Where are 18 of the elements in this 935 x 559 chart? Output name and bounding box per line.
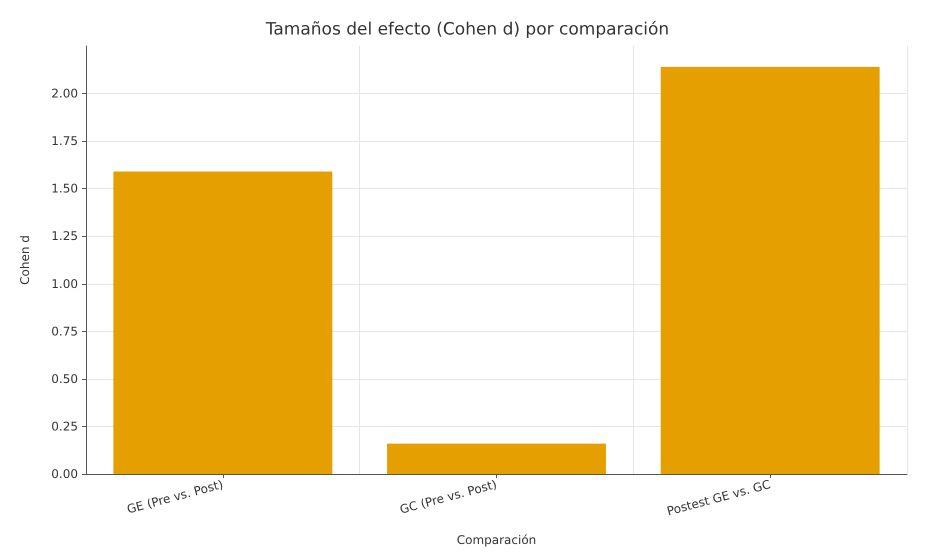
y-tick-label: 2.00	[51, 86, 78, 101]
x-tick-label: GE (Pre vs. Post)	[125, 477, 225, 516]
chart-title: Tamaños del efecto (Cohen d) por comparación	[264, 20, 670, 40]
y-tick-label: 0.25	[51, 419, 78, 434]
y-tick-label: 1.00	[51, 276, 78, 291]
y-tick-label: 0.00	[51, 467, 78, 481]
x-tick-label: Postest GE vs. GC	[665, 477, 772, 518]
bar	[660, 66, 880, 474]
y-tick-label: 1.50	[51, 182, 78, 196]
y-tick-label: 0.75	[51, 324, 78, 338]
x-tick-label: GC (Pre vs. Post)	[398, 477, 498, 517]
y-tick-label: 0.50	[51, 372, 78, 386]
y-tick-label: 1.75	[51, 134, 78, 148]
y-tick-label: 1.25	[51, 229, 78, 244]
bar	[113, 172, 332, 474]
x-axis-title: Comparación	[456, 533, 536, 547]
bar	[387, 444, 606, 474]
y-axis-title: Cohen d	[18, 235, 32, 285]
